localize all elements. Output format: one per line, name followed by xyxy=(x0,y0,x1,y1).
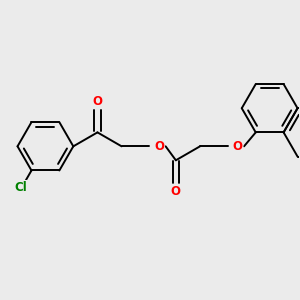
Text: O: O xyxy=(232,140,242,153)
Text: Cl: Cl xyxy=(15,181,28,194)
Text: O: O xyxy=(92,95,103,108)
Text: O: O xyxy=(171,185,181,198)
Text: O: O xyxy=(154,140,164,153)
